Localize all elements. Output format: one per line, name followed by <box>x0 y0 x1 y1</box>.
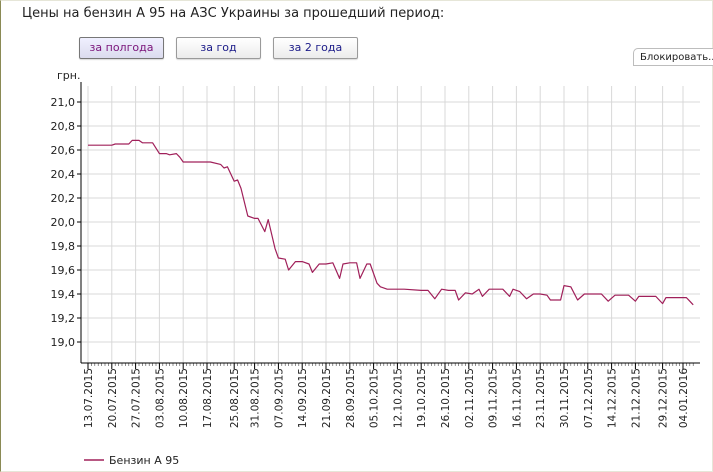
series-line-0 <box>88 139 694 306</box>
x-tick-label: 14.12.2015 <box>607 368 619 428</box>
y-tick-label: 20,4 <box>51 168 76 181</box>
y-axis-label: грн. <box>57 69 80 82</box>
one-year-button[interactable]: за год <box>176 37 261 59</box>
x-tick-label: 23.11.2015 <box>535 368 547 428</box>
y-axis-ticks: 19,0 19,2 19,4 19,6 19,8 20,0 20,2 20,4 20,6 20,8… <box>51 96 76 349</box>
x-axis-ticks: 13.07.2015 20.07.2015 27.07.2015 03.08.2015… <box>83 368 690 428</box>
x-tick-label: 07.09.2015 <box>273 368 285 428</box>
x-tick-label: 03.08.2015 <box>154 368 166 428</box>
y-tick-label: 19,8 <box>51 240 76 253</box>
x-tick-label: 14.09.2015 <box>297 368 309 428</box>
x-tick-label: 16.11.2015 <box>511 368 523 428</box>
x-tick-label: 02.11.2015 <box>464 368 476 428</box>
x-tick-label: 26.10.2015 <box>440 368 452 428</box>
legend-label-bensin-a95: Бензин А 95 <box>109 454 179 467</box>
half-year-button[interactable]: за полгода <box>79 37 164 59</box>
x-tick-label: 05.10.2015 <box>369 368 381 428</box>
legend: Бензин А 95 <box>84 454 179 467</box>
lock-button[interactable]: Блокировать... <box>633 48 713 66</box>
y-tick-label: 19,2 <box>51 312 76 325</box>
x-tick-label: 20.07.2015 <box>107 368 119 428</box>
y-tick-label: 20,8 <box>51 120 76 133</box>
grid-lines <box>81 86 700 363</box>
series-layer <box>88 139 694 306</box>
x-tick-label: 12.10.2015 <box>392 368 404 428</box>
x-tick-label: 21.12.2015 <box>630 368 642 428</box>
x-tick-label: 13.07.2015 <box>83 368 95 428</box>
y-tick-label: 19,6 <box>51 264 76 277</box>
two-years-button[interactable]: за 2 года <box>273 37 358 59</box>
x-tick-label: 29.12.2015 <box>658 368 670 428</box>
x-tick-label: 17.08.2015 <box>202 368 214 428</box>
y-tick-label: 19,4 <box>51 288 76 301</box>
y-tick-label: 20,0 <box>51 216 76 229</box>
x-tick-label: 27.07.2015 <box>131 368 143 428</box>
x-tick-label: 25.08.2015 <box>229 368 241 428</box>
x-tick-label: 09.11.2015 <box>488 368 500 428</box>
x-tick-label: 19.10.2015 <box>416 368 428 428</box>
axes <box>77 82 700 369</box>
x-tick-label: 31.08.2015 <box>250 368 262 428</box>
x-tick-label: 04.01.2016 <box>678 368 690 428</box>
y-tick-label: 19,0 <box>51 336 76 349</box>
y-tick-label: 20,6 <box>51 144 76 157</box>
y-tick-label: 20,2 <box>51 192 76 205</box>
x-tick-label: 28.09.2015 <box>345 368 357 428</box>
y-tick-label: 21,0 <box>51 96 76 109</box>
x-tick-label: 07.12.2015 <box>583 368 595 428</box>
x-tick-label: 30.11.2015 <box>559 368 571 428</box>
page-title: Цены на бензин А 95 на АЗС Украины за пр… <box>22 6 445 21</box>
x-tick-label: 21.09.2015 <box>321 368 333 428</box>
x-tick-label: 10.08.2015 <box>178 368 190 428</box>
